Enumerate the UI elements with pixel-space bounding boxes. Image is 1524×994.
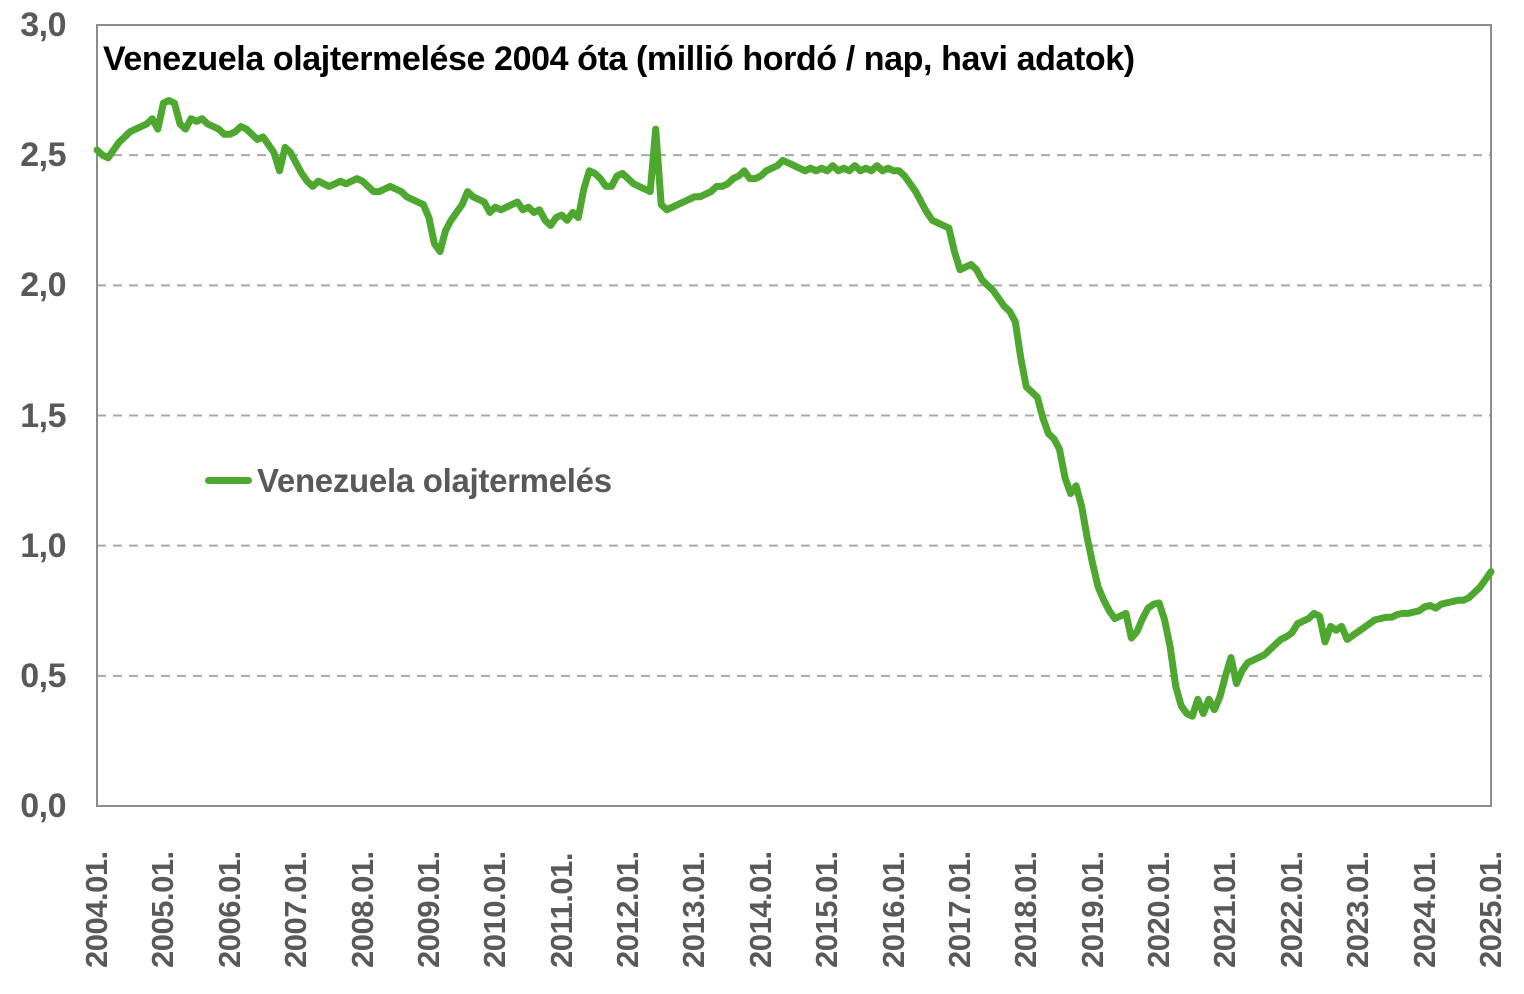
y-axis-label: 0,0 [20,787,66,825]
x-axis-label: 2016.01. [875,851,911,968]
x-axis-label: 2005.01. [145,851,181,968]
x-axis-label: 2008.01. [344,851,380,968]
legend-label: Venezuela olajtermelés [257,461,612,499]
x-axis-label: 2012.01. [610,851,646,968]
y-axis-label: 2,5 [20,136,66,175]
y-axis-label: 2,0 [20,266,66,305]
y-axis-label: 1,0 [20,526,66,565]
x-axis-label: 2022.01. [1273,851,1309,968]
x-axis-label: 2018.01. [1008,851,1044,968]
x-axis-label: 2017.01. [941,851,977,968]
x-axis-label: 2010.01. [477,851,513,968]
plot-border [96,24,1492,807]
x-axis-label: 2019.01. [1074,851,1110,968]
y-axis-label: 0,5 [20,656,66,695]
x-axis-label: 2020.01. [1141,851,1177,968]
x-axis-label: 2013.01. [676,851,712,968]
x-axis-label: 2024.01. [1406,851,1442,968]
x-axis-label: 2007.01. [278,851,314,968]
x-axis-label: 2025.01. [1473,851,1508,968]
x-axis-label: 2014.01. [742,851,778,968]
legend-line-swatch [205,476,252,484]
x-axis-label: 2006.01. [211,851,247,968]
x-axis-label: 2023.01. [1340,851,1376,968]
x-axis-label: 2009.01. [410,851,446,968]
y-axis-label: 3,0 [20,6,66,44]
x-axis-label: 2011.01. [543,853,579,968]
x-axis-label: 2004.01. [79,851,114,968]
production-line-series [93,97,1495,720]
chart-title: Venezuela olajtermelése 2004 óta (millió… [103,40,1135,78]
y-axis-label: 1,5 [20,396,66,435]
x-axis-label: 2021.01. [1207,851,1243,968]
x-axis-label: 2015.01. [809,851,845,968]
legend: Venezuela olajtermelés [205,459,612,501]
